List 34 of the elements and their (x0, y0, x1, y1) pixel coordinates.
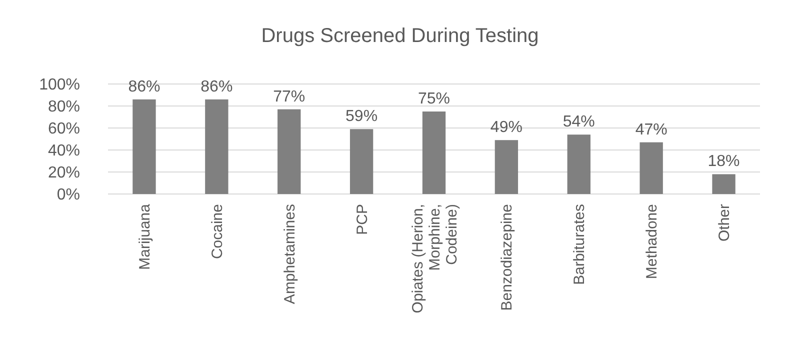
y-tick-label: 100% (39, 76, 80, 94)
y-tick-label: 60% (48, 120, 80, 138)
bar (494, 140, 518, 194)
x-tick-label: Cocaine (208, 204, 226, 260)
data-label: 86% (200, 78, 233, 96)
y-tick-label: 0% (56, 186, 80, 204)
x-tick-label: PCP (354, 204, 371, 235)
data-label: 75% (418, 90, 450, 108)
bar (640, 142, 663, 194)
x-tick-label: Methadone (644, 204, 661, 280)
data-label: 18% (708, 153, 740, 170)
y-tick-label: 80% (48, 98, 80, 116)
data-label: 49% (490, 119, 522, 136)
bar (278, 109, 301, 194)
x-tick-label: Barbiturates (571, 204, 588, 285)
data-label: 86% (128, 78, 160, 96)
bar (712, 174, 736, 194)
data-label: 54% (562, 114, 595, 131)
data-label: 59% (346, 108, 378, 126)
data-label: 47% (635, 121, 668, 138)
y-tick-label: 40% (48, 142, 80, 160)
bar (205, 99, 228, 194)
x-tick-label: Benzodiazepine (498, 204, 516, 311)
y-tick-label: 20% (48, 164, 80, 182)
x-tick-label: Amphetamines (281, 204, 298, 304)
chart-title: Drugs Screened During Testing (261, 25, 539, 47)
bar (132, 99, 156, 194)
bar (567, 134, 590, 194)
x-tick-label: Opiates (Herion, Morphine, Codeine) (409, 204, 460, 314)
data-label: 77% (273, 88, 306, 106)
x-tick-label: Marijuana (136, 203, 154, 270)
x-tick-label: Other (716, 204, 734, 242)
bar (350, 129, 374, 194)
bar (422, 112, 446, 194)
